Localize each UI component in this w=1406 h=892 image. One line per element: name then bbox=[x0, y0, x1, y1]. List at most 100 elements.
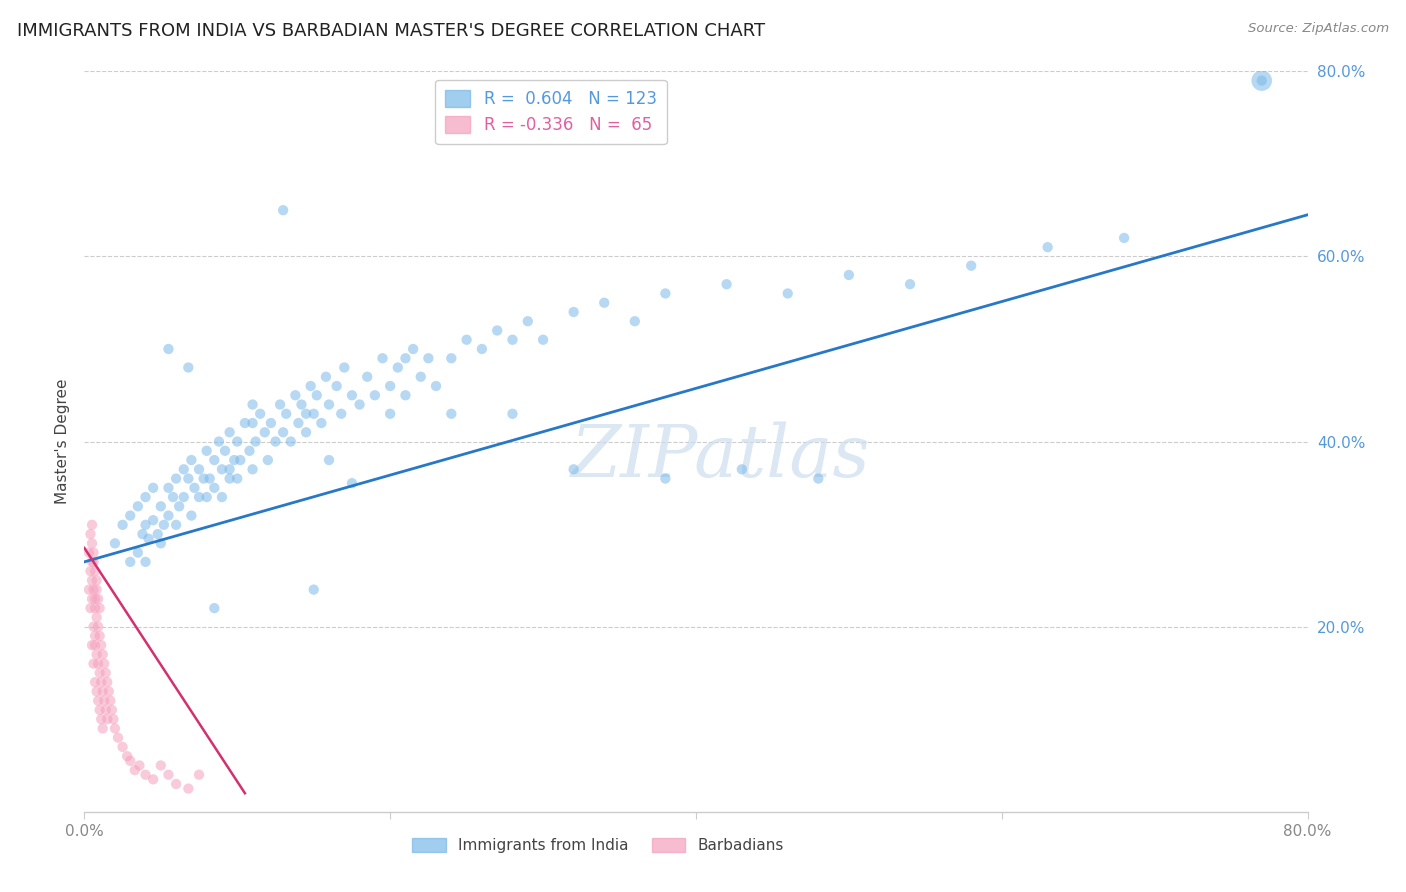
Point bbox=[340, 388, 363, 402]
Point bbox=[418, 351, 440, 366]
Point bbox=[93, 694, 115, 708]
Point bbox=[86, 648, 108, 662]
Point bbox=[193, 472, 215, 486]
Point bbox=[87, 591, 110, 606]
Point bbox=[111, 517, 134, 532]
Point bbox=[135, 555, 157, 569]
Point bbox=[776, 286, 799, 301]
Point bbox=[242, 462, 264, 476]
Point bbox=[1250, 73, 1272, 87]
Point bbox=[98, 694, 121, 708]
Point bbox=[103, 712, 125, 726]
Point bbox=[318, 453, 340, 467]
Point bbox=[224, 453, 246, 467]
Point bbox=[440, 351, 463, 366]
Point bbox=[96, 675, 118, 690]
Point bbox=[731, 462, 754, 476]
Point bbox=[173, 490, 195, 504]
Point bbox=[271, 203, 294, 218]
Point bbox=[257, 453, 280, 467]
Point bbox=[80, 517, 103, 532]
Point bbox=[238, 443, 260, 458]
Point bbox=[260, 416, 283, 430]
Point bbox=[242, 398, 264, 412]
Point bbox=[233, 416, 256, 430]
Point bbox=[394, 351, 416, 366]
Point bbox=[84, 564, 107, 578]
Point bbox=[333, 360, 356, 375]
Point bbox=[340, 476, 363, 491]
Point bbox=[111, 739, 134, 754]
Point bbox=[83, 657, 105, 671]
Point bbox=[77, 545, 100, 560]
Point bbox=[87, 619, 110, 633]
Point bbox=[135, 490, 157, 504]
Point bbox=[284, 388, 307, 402]
Point bbox=[173, 462, 195, 476]
Point bbox=[305, 388, 328, 402]
Point bbox=[295, 407, 318, 421]
Point bbox=[80, 638, 103, 652]
Point bbox=[562, 462, 585, 476]
Point bbox=[208, 434, 231, 449]
Point bbox=[89, 601, 111, 615]
Point bbox=[349, 398, 371, 412]
Point bbox=[83, 555, 105, 569]
Point bbox=[149, 758, 172, 772]
Point bbox=[409, 369, 432, 384]
Point bbox=[280, 434, 302, 449]
Point bbox=[101, 703, 124, 717]
Point bbox=[188, 462, 211, 476]
Point bbox=[120, 508, 142, 523]
Point bbox=[198, 472, 221, 486]
Point bbox=[242, 416, 264, 430]
Point bbox=[80, 536, 103, 550]
Point bbox=[325, 379, 347, 393]
Point bbox=[380, 379, 402, 393]
Point bbox=[165, 777, 187, 791]
Point bbox=[89, 665, 111, 680]
Point bbox=[299, 379, 322, 393]
Point bbox=[131, 527, 153, 541]
Point bbox=[440, 407, 463, 421]
Point bbox=[654, 472, 676, 486]
Point bbox=[90, 712, 112, 726]
Point bbox=[120, 555, 142, 569]
Point bbox=[91, 648, 114, 662]
Point bbox=[264, 434, 287, 449]
Point bbox=[188, 490, 211, 504]
Point bbox=[245, 434, 267, 449]
Point bbox=[202, 481, 225, 495]
Point bbox=[898, 277, 921, 292]
Point bbox=[86, 684, 108, 698]
Point bbox=[486, 324, 509, 338]
Point bbox=[202, 453, 225, 467]
Point bbox=[226, 434, 249, 449]
Point bbox=[127, 500, 149, 514]
Point bbox=[1036, 240, 1059, 254]
Point bbox=[96, 712, 118, 726]
Point bbox=[157, 481, 180, 495]
Point bbox=[516, 314, 538, 328]
Point bbox=[302, 582, 325, 597]
Point bbox=[502, 407, 524, 421]
Point bbox=[142, 772, 165, 787]
Point bbox=[165, 517, 187, 532]
Point bbox=[177, 781, 200, 796]
Point bbox=[654, 286, 676, 301]
Point bbox=[624, 314, 647, 328]
Point bbox=[218, 462, 240, 476]
Point bbox=[86, 582, 108, 597]
Point bbox=[83, 582, 105, 597]
Point bbox=[180, 508, 202, 523]
Point bbox=[93, 657, 115, 671]
Point bbox=[84, 591, 107, 606]
Point bbox=[290, 398, 312, 412]
Point bbox=[218, 472, 240, 486]
Point bbox=[287, 416, 309, 430]
Point bbox=[87, 694, 110, 708]
Point bbox=[107, 731, 129, 745]
Point bbox=[269, 398, 291, 412]
Point bbox=[311, 416, 333, 430]
Legend: Immigrants from India, Barbadians: Immigrants from India, Barbadians bbox=[406, 832, 790, 860]
